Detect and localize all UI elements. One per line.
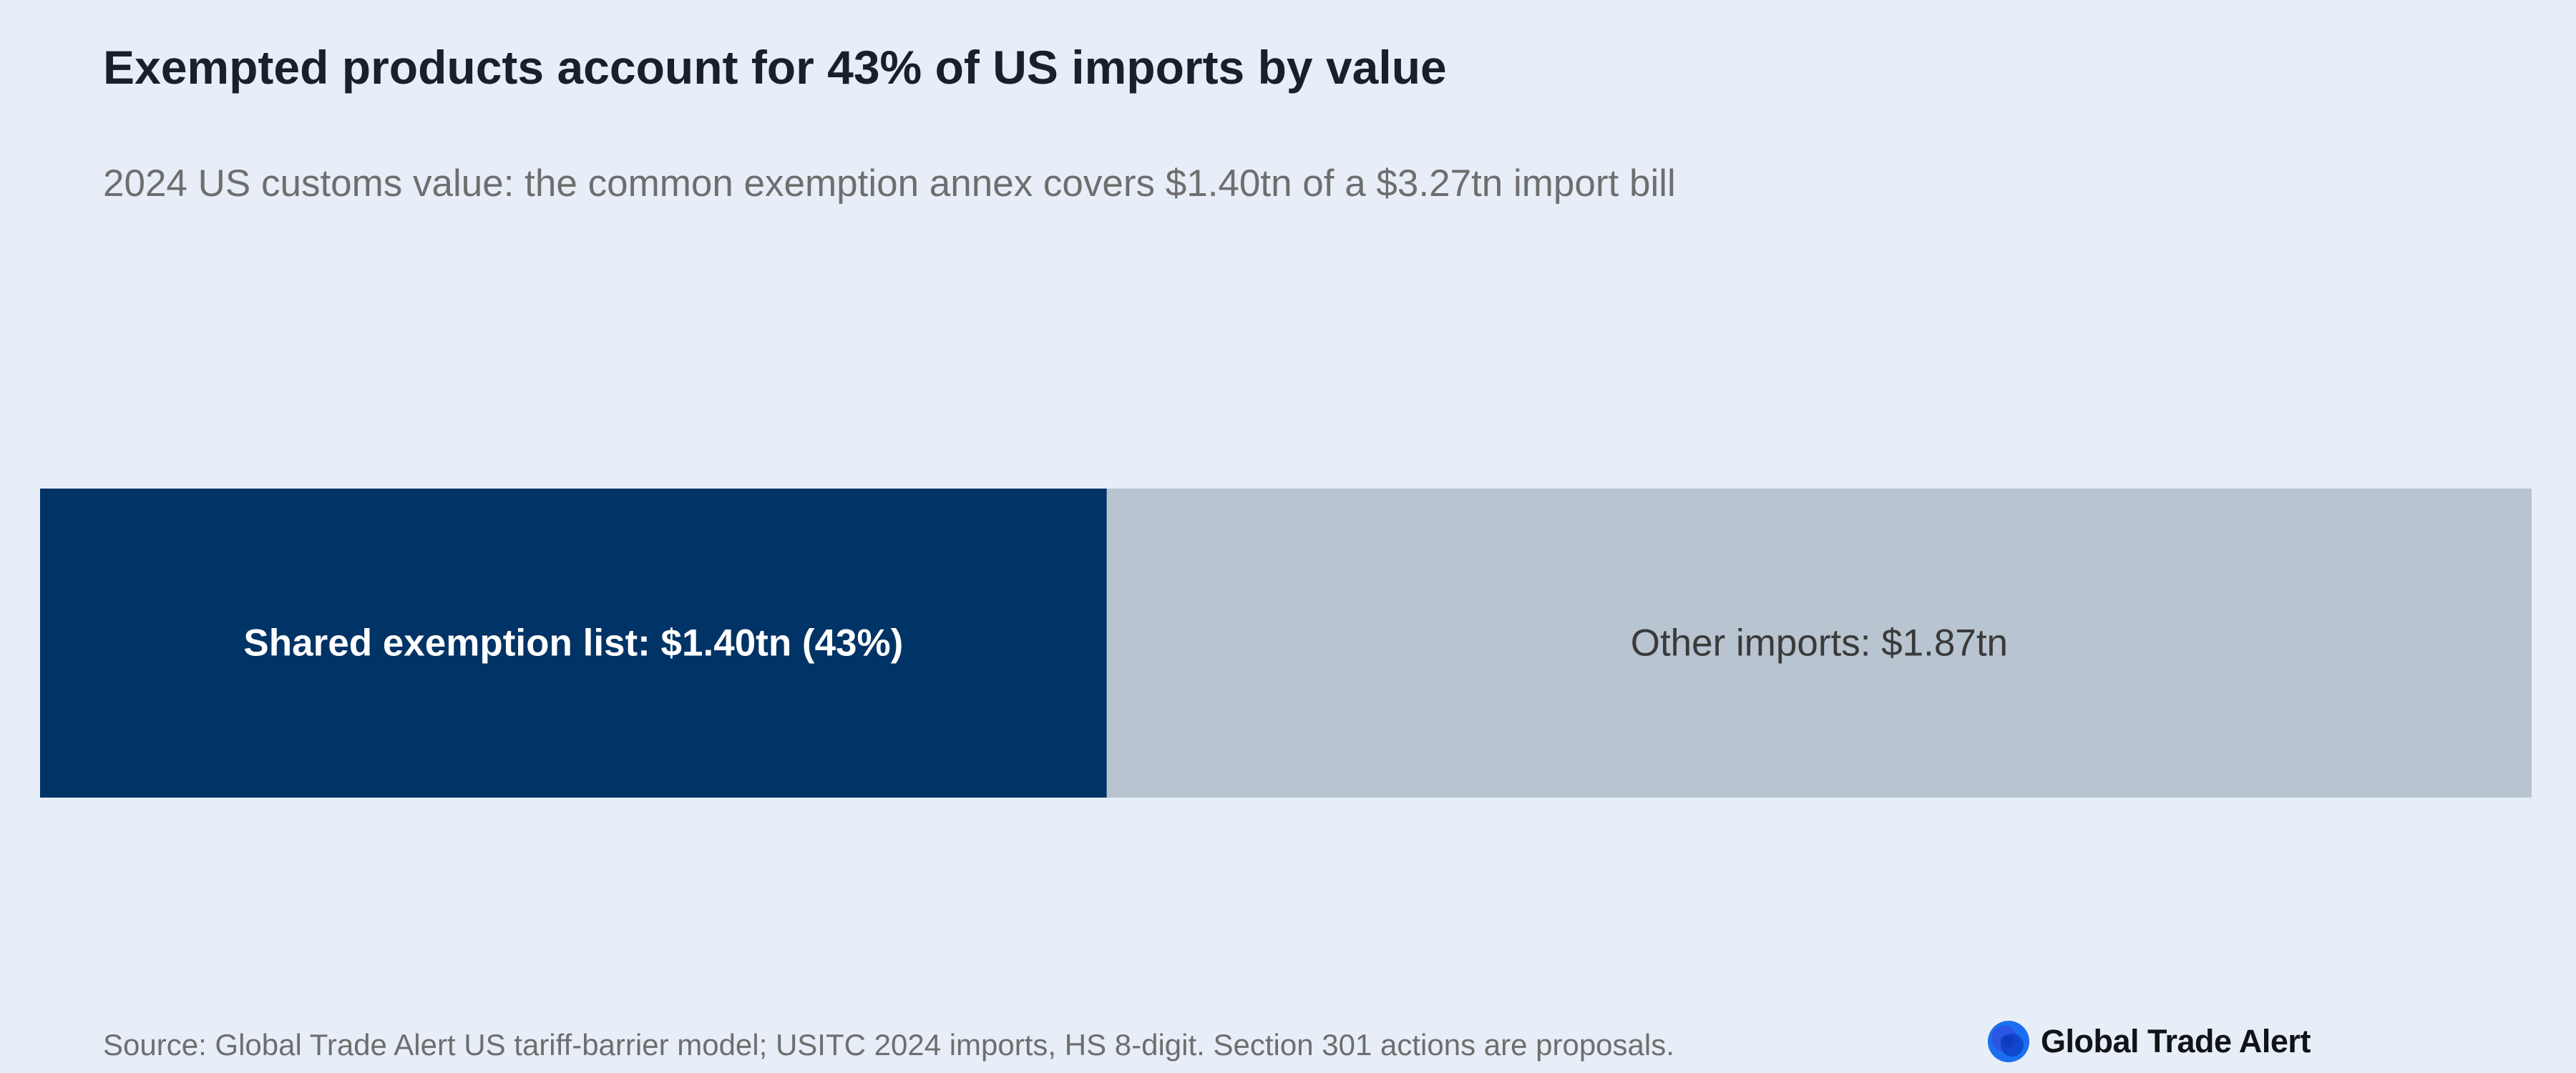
bar-segment-label-1: Shared exemption list: $1.40tn (43%) bbox=[243, 622, 903, 665]
chart-title: Exempted products account for 43% of US … bbox=[103, 41, 1447, 94]
bar-segment-1 bbox=[40, 489, 1107, 798]
bar-segment-2 bbox=[1106, 489, 2532, 798]
source-note: Source: Global Trade Alert US tariff-bar… bbox=[103, 1028, 1674, 1062]
brand: Global Trade Alert bbox=[1986, 1018, 2311, 1065]
brand-name: Global Trade Alert bbox=[2041, 1023, 2311, 1059]
chart-subtitle: 2024 US customs value: the common exempt… bbox=[103, 162, 1676, 205]
global-trade-alert-logo-icon bbox=[1988, 1021, 2029, 1062]
bar-segment-label-2: Other imports: $1.87tn bbox=[1631, 622, 2008, 665]
